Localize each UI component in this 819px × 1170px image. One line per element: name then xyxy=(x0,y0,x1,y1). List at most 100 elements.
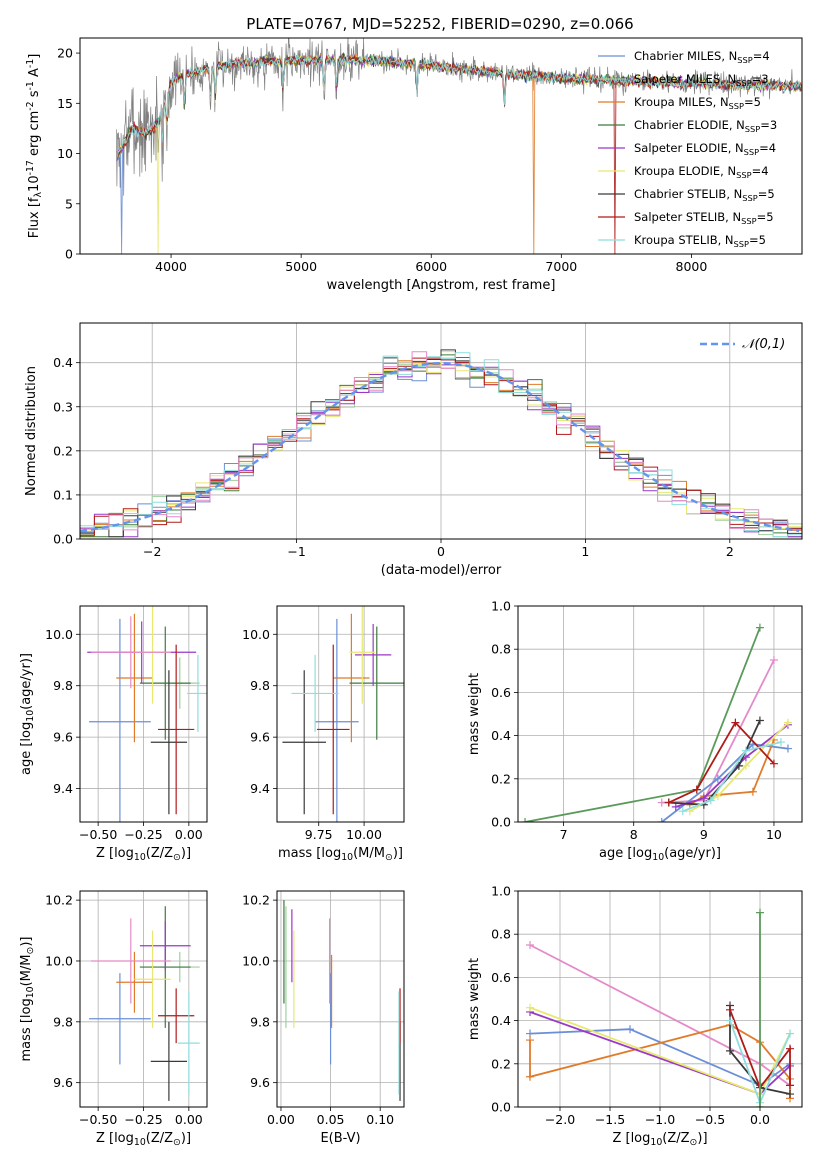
errorbar-kroupa-stelib xyxy=(291,654,339,732)
x-tick-label: 7000 xyxy=(545,259,577,274)
y-tick-label: 10.2 xyxy=(45,893,73,908)
label-segment: Chabrier MILES, N xyxy=(634,49,737,63)
label-segment: Flux [f xyxy=(27,197,42,238)
errorbar-chabrier-miles xyxy=(89,618,151,822)
legend-label-kroupa-stelib: Kroupa STELIB, NSSP=5 xyxy=(634,233,766,249)
x-tick-label: −0.50 xyxy=(79,1112,117,1127)
errorbar-kroupa-stelib xyxy=(177,991,200,1095)
point-kroupa-miles xyxy=(526,1072,534,1081)
plot-area xyxy=(521,623,792,822)
label-segment: (data-model)/error xyxy=(381,563,502,578)
label-segment: Chabrier ELODIE, N xyxy=(634,118,745,132)
y-tick-label: 10.0 xyxy=(45,627,73,642)
label-segment: Kroupa MILES, N xyxy=(634,95,729,109)
point-kroupa-stelib xyxy=(741,746,750,755)
age-vs-mass-panel: 9.75 10.00 9.4 9.6 9.8 10.0 mass [log10(M/M⊙)] xyxy=(242,605,405,863)
normal-curve xyxy=(80,361,800,533)
point-salpeter-stelib xyxy=(731,718,740,727)
point-kroupa-stelib xyxy=(776,738,785,747)
x-axis-label: E(B-V) xyxy=(320,1131,360,1146)
line-fit-green xyxy=(524,627,761,822)
label-segment: =4 xyxy=(752,164,769,178)
point-salpeter-stelib xyxy=(769,759,778,768)
y-tick-label: 10.2 xyxy=(242,893,270,908)
legend-label-salpeter-miles: Salpeter MILES, NSSP=3 xyxy=(634,72,769,88)
x-axis-label: age [log10(age/yr)] xyxy=(599,846,721,863)
label-segment: (Z/Z xyxy=(146,1131,173,1146)
label-segment: erg cm xyxy=(27,111,42,160)
label-segment: Z [log xyxy=(612,1131,650,1146)
axes-frame xyxy=(276,605,405,823)
point-kroupa-stelib xyxy=(706,796,715,805)
point-fit-green xyxy=(756,1103,764,1107)
x-tick-label: 10.00 xyxy=(346,827,382,842)
mass-vs-metallicity-panel: −0.50 −0.25 0.009.69.810.010.2Z [log10(Z/Z… xyxy=(19,890,208,1148)
y-tick-label: 0.0 xyxy=(53,532,73,547)
x-tick-label: 0.00 xyxy=(175,827,203,842)
legend-label-salpeter-elodie: Salpeter ELODIE, NSSP=4 xyxy=(634,141,776,157)
x-axis-label: mass [log10(M/M⊙)] xyxy=(278,846,403,863)
y-tick-label: 0.2 xyxy=(491,1056,511,1071)
model-kroupa-stelib xyxy=(115,55,802,160)
label-segment: =4 xyxy=(759,141,776,155)
label-segment: E(B-V) xyxy=(320,1131,360,1146)
x-tick-label: 2 xyxy=(726,544,734,559)
axes-frame xyxy=(517,605,803,823)
label-segment: 10 xyxy=(25,986,36,998)
legend-label-chabrier-miles: Chabrier MILES, NSSP=4 xyxy=(634,49,770,65)
y-tick-label: 20 xyxy=(57,46,73,61)
label-segment: 10 xyxy=(341,852,353,863)
label-segment: )] xyxy=(181,1131,191,1146)
legend-label-chabrier-stelib: Chabrier STELIB, NSSP=5 xyxy=(634,187,775,203)
y-tick-label: 10.0 xyxy=(45,953,73,968)
line-salpeter-stelib xyxy=(668,721,775,804)
label-segment: =3 xyxy=(752,72,769,86)
label-segment: mass [log xyxy=(19,998,34,1061)
axes-frame xyxy=(517,890,803,1108)
point-fit-pink xyxy=(769,656,778,664)
line-chabrier-miles xyxy=(529,1028,791,1087)
label-segment: SSP xyxy=(742,193,757,203)
x-tick-label: 0.10 xyxy=(366,1112,394,1127)
y-tick-label: 1.0 xyxy=(491,599,511,614)
line-salpeter-elodie xyxy=(675,724,789,808)
y-tick-label: 0.6 xyxy=(491,685,511,700)
y-axis-label: age [log10(age/yr)] xyxy=(19,653,36,775)
x-tick-label: 8 xyxy=(630,827,638,842)
line-chabrier-miles xyxy=(661,743,789,822)
x-tick-label: −0.50 xyxy=(79,827,117,842)
label-segment: -1 xyxy=(25,59,36,68)
label-segment: -1 xyxy=(25,81,36,90)
y-tick-label: 9.8 xyxy=(250,1014,270,1029)
legend-label-chabrier-elodie: Chabrier ELODIE, NSSP=3 xyxy=(634,118,777,134)
label-segment: SSP xyxy=(734,239,749,249)
x-tick-label: 10 xyxy=(766,827,782,842)
x-tick-label: −0.5 xyxy=(695,1112,725,1127)
label-segment: 𝒩(0,1) xyxy=(742,337,785,352)
label-segment: (age/yr)] xyxy=(664,846,721,861)
label-segment: age [log xyxy=(599,846,652,861)
line-chabrier-stelib xyxy=(729,1005,791,1095)
label-segment: (M/M xyxy=(353,846,385,861)
plot-area xyxy=(87,606,207,822)
y-axis-label: Flux [fλ10-17 erg cm-2 s-1 A-1] xyxy=(25,54,44,239)
plot-area xyxy=(282,606,404,822)
errorbar-chabrier-elodie xyxy=(139,626,191,740)
point-kroupa-elodie xyxy=(783,718,792,727)
plot-area xyxy=(526,908,794,1107)
label-segment: =5 xyxy=(749,233,766,247)
y-tick-label: 0.2 xyxy=(53,443,73,458)
x-tick-label: 0.05 xyxy=(317,1112,345,1127)
label-segment: 10 xyxy=(134,852,146,863)
x-tick-label: 4000 xyxy=(155,259,187,274)
x-axis-label: Z [log10(Z/Z⊙)] xyxy=(96,846,191,863)
x-tick-label: −1 xyxy=(287,544,305,559)
x-tick-label: −1.5 xyxy=(595,1112,625,1127)
plot-area xyxy=(283,900,401,1101)
legend-label-kroupa-elodie: Kroupa ELODIE, NSSP=4 xyxy=(634,164,769,180)
y-tick-label: 0.4 xyxy=(491,1013,511,1028)
y-tick-label: 0.1 xyxy=(53,487,73,502)
point-salpeter-elodie xyxy=(671,802,680,811)
histogram-salpeter-stelib xyxy=(80,357,802,536)
